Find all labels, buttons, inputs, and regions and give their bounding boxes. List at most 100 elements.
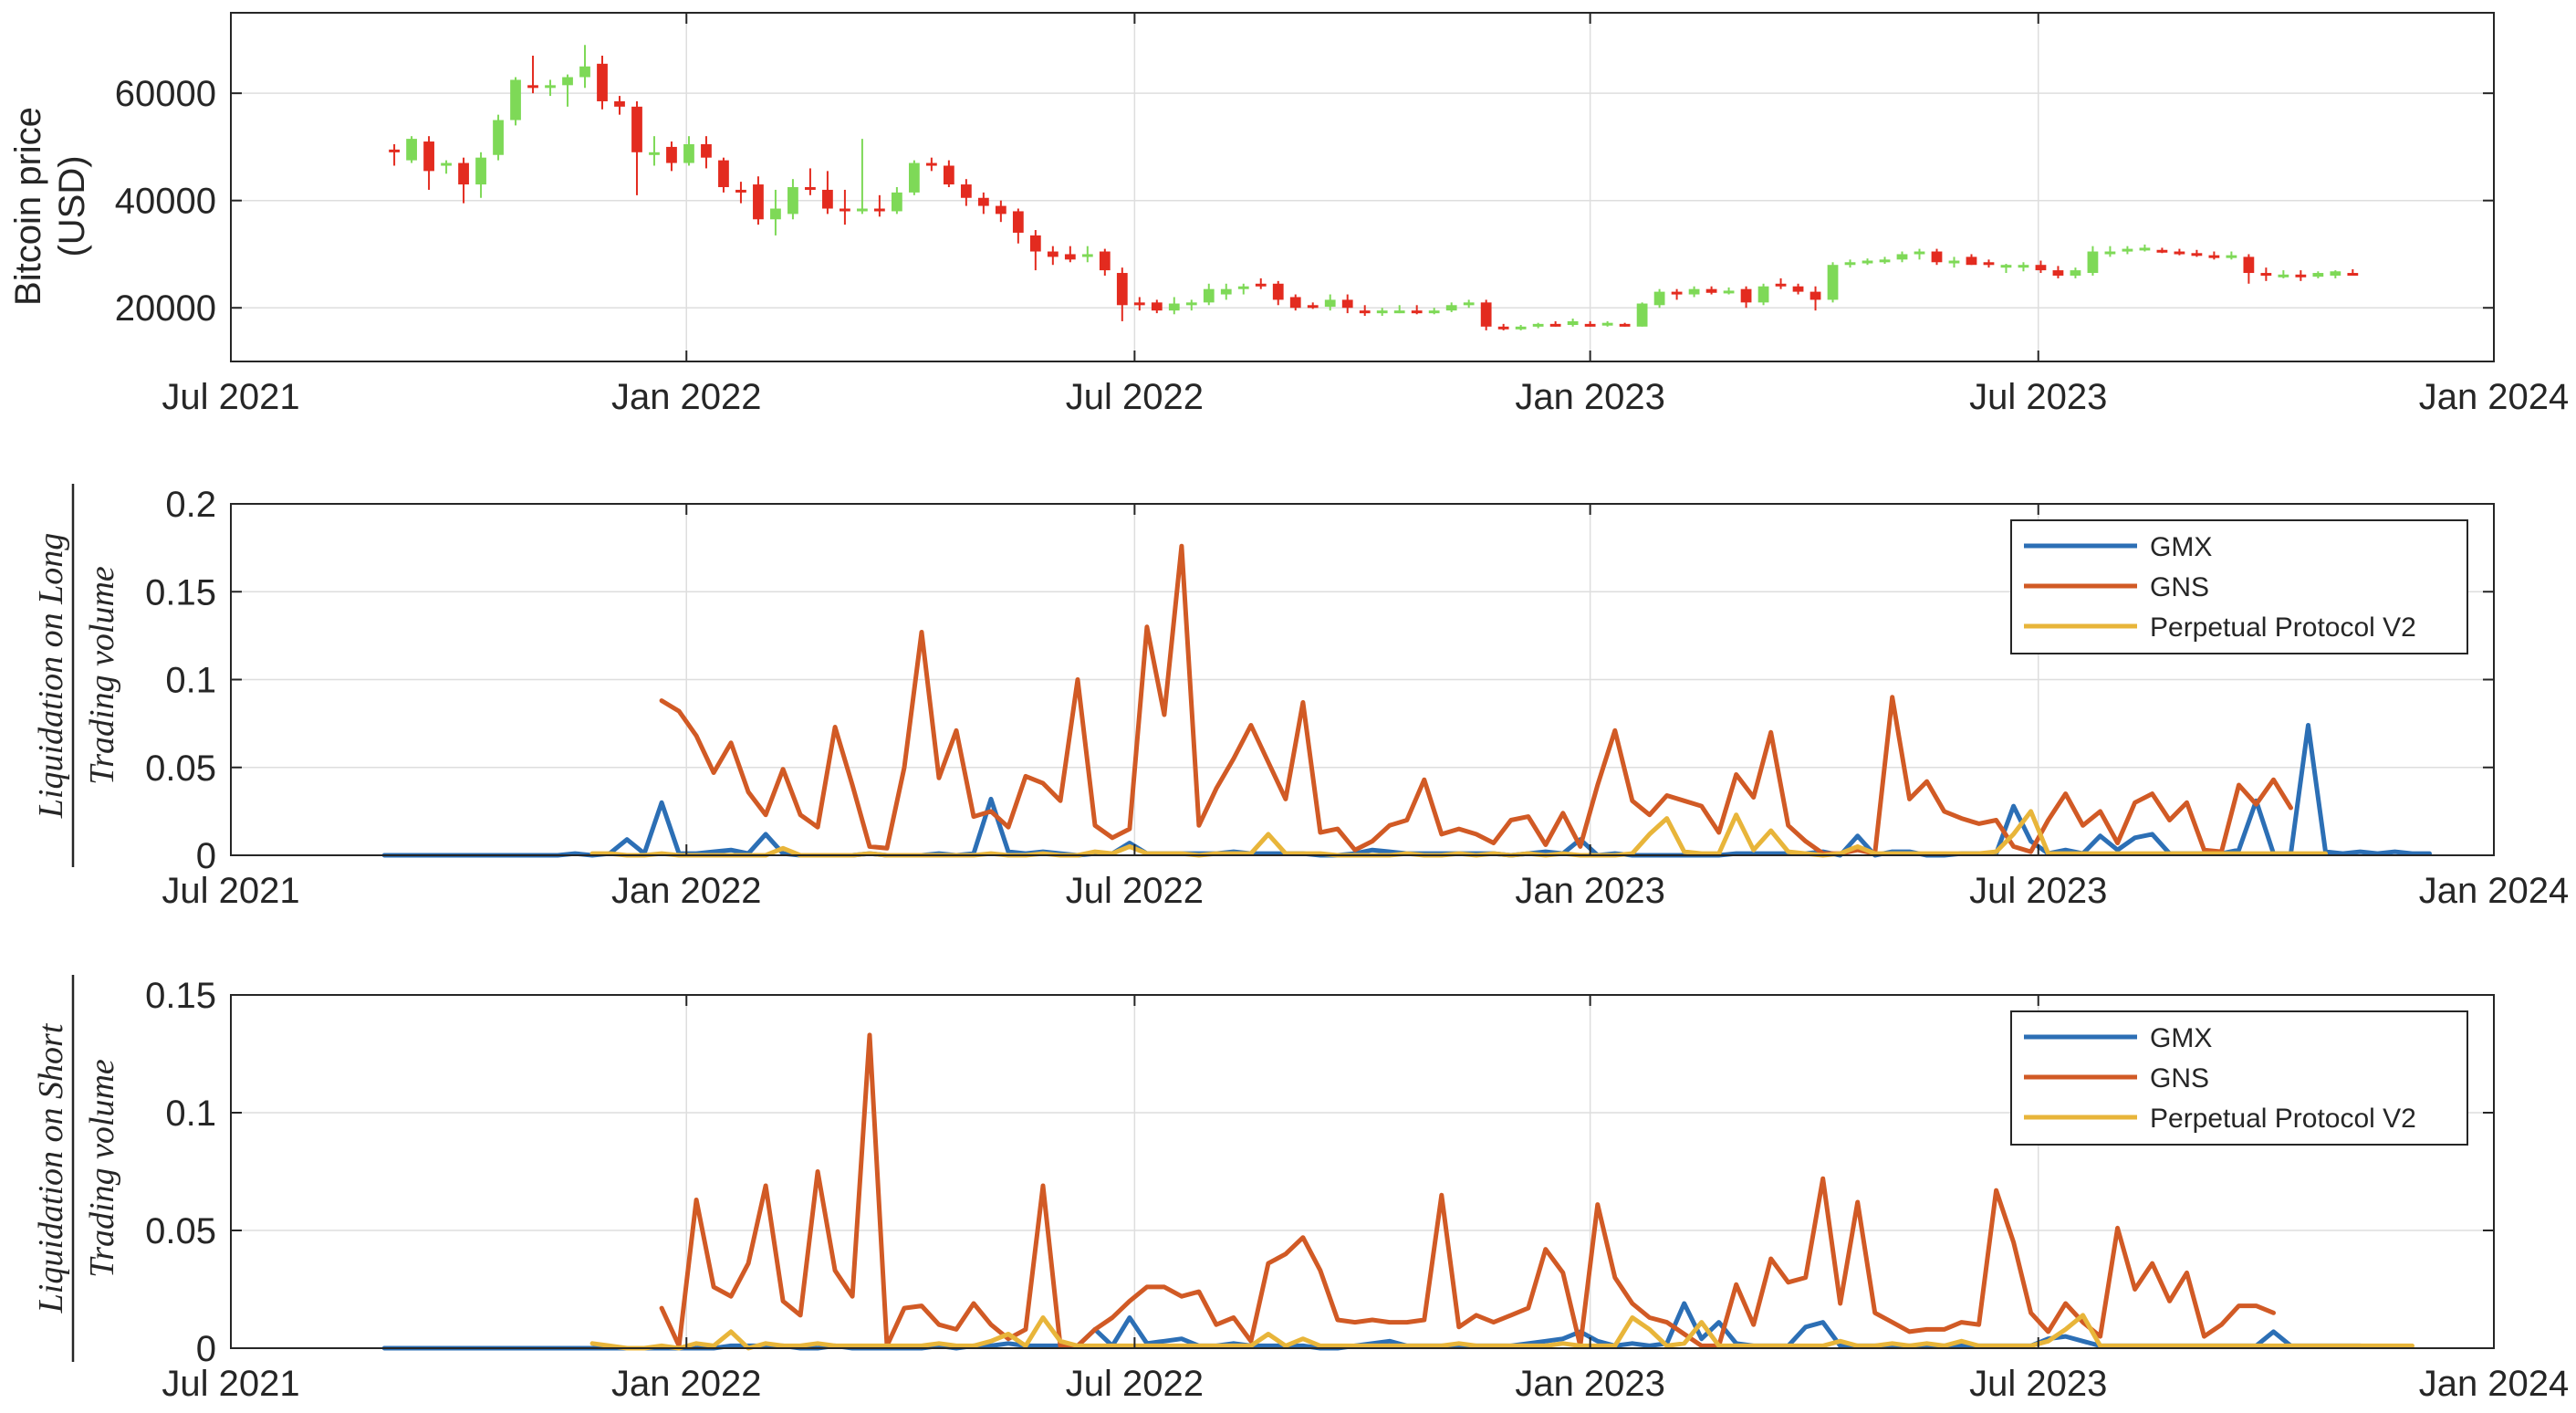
candle-body [1341, 299, 1353, 309]
candle [1844, 259, 1856, 268]
candle-body [1081, 254, 1093, 257]
candle-body [1688, 288, 1700, 295]
candle [2208, 251, 2220, 260]
candle [1809, 286, 1821, 311]
candle-body [1740, 288, 1752, 303]
candle-body [1480, 302, 1492, 327]
candle [2104, 246, 2116, 257]
candle [1151, 299, 1163, 314]
short-liquidation-panel: 0 0.05 0.1 0.15 Jul 2021 Jan 2022 Jul 2022 Jan… [32, 975, 2569, 1404]
x-tick-label: Jul 2021 [162, 871, 299, 911]
candle-body [1567, 320, 1579, 326]
candle [770, 189, 781, 236]
candle-body [562, 77, 573, 86]
candle [2191, 249, 2203, 257]
y-tick-label: 0.1 [165, 661, 216, 701]
candle [2330, 270, 2341, 278]
long-legend: GMX GNS Perpetual Protocol V2 [2010, 519, 2468, 654]
y-tick-label: 40000 [115, 182, 216, 222]
candle-body [1775, 283, 1787, 287]
short-y-label-numerator: Liquidation on Short [32, 1022, 70, 1314]
long-y-ticks: 0 0.05 0.1 0.15 0.2 [145, 485, 2494, 876]
candle [2260, 267, 2272, 281]
candle [1012, 208, 1024, 244]
candle-body [753, 184, 764, 220]
candle [1185, 299, 1197, 311]
candle [1827, 262, 1839, 303]
candle [527, 56, 538, 94]
candle [2122, 246, 2133, 255]
candle [1064, 246, 1076, 263]
short-axes-box [230, 994, 2495, 1349]
legend-label: Perpetual Protocol V2 [2150, 612, 2416, 643]
candle [631, 100, 642, 195]
candle-body [475, 157, 486, 185]
candle [1879, 256, 1891, 265]
candle-body [718, 160, 729, 187]
candle [2226, 251, 2237, 260]
candle [1862, 258, 1873, 266]
long-x-ticks: Jul 2021 Jan 2022 Jul 2022 Jan 2023 Jul 2023… [162, 504, 2569, 911]
candle-body [977, 197, 989, 206]
x-tick-label: Jan 2024 [2419, 871, 2570, 911]
candle-body [1116, 273, 1128, 306]
candle [1966, 254, 1977, 266]
x-tick-label: Jul 2022 [1066, 377, 1204, 417]
candle-body [805, 187, 816, 190]
x-tick-label: Jul 2022 [1066, 871, 1204, 911]
candle [1688, 286, 1700, 298]
candle-body [666, 146, 677, 163]
legend-label: GNS [2150, 1063, 2209, 1094]
candle [1047, 246, 1059, 266]
candle [1272, 280, 1284, 306]
candle [1168, 297, 1180, 315]
candle [1220, 283, 1232, 300]
candle [2035, 260, 2047, 274]
y-tick-label: 20000 [115, 288, 216, 329]
candle [1515, 325, 1527, 330]
candle [1948, 256, 1960, 268]
candle-body [1445, 305, 1457, 311]
legend-label: GNS [2150, 572, 2209, 602]
candle-body [545, 85, 556, 89]
candle-body [1515, 326, 1527, 330]
candle-body [2018, 265, 2029, 268]
candle [1636, 302, 1648, 327]
candle-body [2070, 270, 2081, 276]
candle-body [787, 187, 798, 215]
candle-body [1203, 288, 1215, 303]
candle-body [1705, 288, 1717, 293]
candle [2243, 254, 2255, 284]
candle-body [1289, 297, 1301, 309]
candle-body [1359, 310, 1371, 314]
candle [1792, 283, 1804, 295]
candle [2070, 267, 2081, 278]
candle-body [1099, 251, 1111, 271]
candle-body [874, 208, 885, 212]
candle-body [1497, 326, 1509, 330]
candle [2052, 266, 2064, 278]
candle-body [1012, 211, 1024, 233]
x-tick-label: Jan 2023 [1515, 377, 1665, 417]
x-tick-label: Jul 2021 [162, 1364, 299, 1404]
candle [2018, 262, 2029, 272]
candle-body [1428, 310, 1440, 314]
candle [960, 179, 972, 206]
candle-body [1376, 310, 1388, 314]
candle [475, 152, 486, 198]
bitcoin-price-panel: 20000 40000 60000 Jul 2021 Jan 2022 Jul 2022… [8, 12, 2569, 417]
candle [389, 143, 400, 166]
candle-body [2312, 273, 2324, 277]
candle-body [2174, 251, 2185, 255]
candle [1376, 308, 1388, 317]
candle-body [1047, 251, 1059, 257]
candle-body [2104, 251, 2116, 255]
candle [840, 189, 850, 225]
candle-body [943, 165, 954, 185]
short-y-label-denominator: Trading volume [83, 1059, 121, 1278]
candle-body [857, 208, 868, 212]
candle-body [1931, 251, 1943, 263]
candle [597, 56, 608, 110]
candle-body [1133, 302, 1145, 306]
candle-body [2295, 274, 2307, 277]
